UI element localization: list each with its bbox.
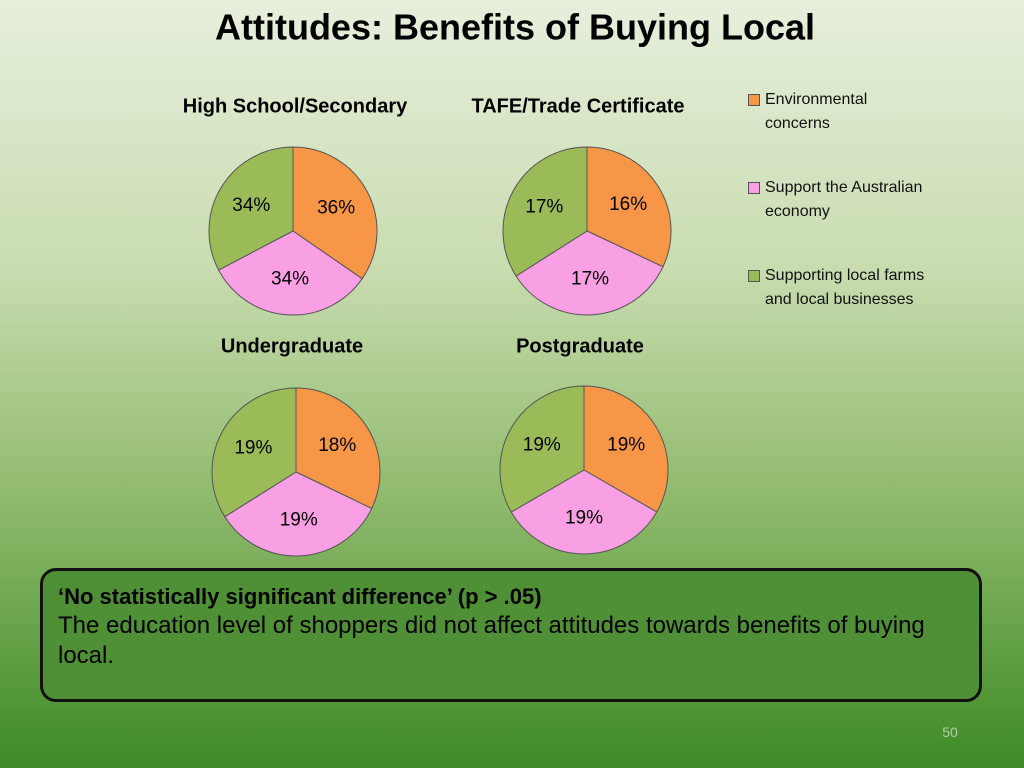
data-label: 16% <box>609 194 647 215</box>
legend-label: Environmental concerns <box>765 91 868 132</box>
legend: Environmental concerns Support the Austra… <box>748 88 928 352</box>
pie-slice <box>292 146 378 280</box>
slide-title: Attitudes: Benefits of Buying Local <box>215 7 815 48</box>
data-label: 17% <box>571 269 609 290</box>
data-label: 19% <box>280 510 318 531</box>
pie-title: High School/Secondary <box>183 95 408 117</box>
data-label: 36% <box>317 197 355 218</box>
data-label: 19% <box>523 435 561 456</box>
pie-slice <box>583 385 669 513</box>
pie-slice <box>295 387 381 510</box>
data-label: 18% <box>318 435 356 456</box>
legend-label: Support the Australian economy <box>765 179 923 220</box>
note-body: The education level of shoppers did not … <box>58 612 925 669</box>
legend-swatch <box>748 94 760 106</box>
data-label: 34% <box>232 195 270 216</box>
data-label: 34% <box>271 269 309 290</box>
data-label: 19% <box>607 435 645 456</box>
legend-swatch <box>748 182 760 194</box>
legend-swatch <box>748 270 760 282</box>
pie-slice <box>499 385 585 513</box>
legend-item: Supporting local farms and local busines… <box>748 264 930 352</box>
legend-label: Supporting local farms and local busines… <box>765 267 925 308</box>
pie-slice <box>208 146 294 271</box>
legend-item: Environmental concerns <box>748 88 930 176</box>
pie-title: TAFE/Trade Certificate <box>471 95 684 117</box>
pie-slice <box>211 387 297 518</box>
page-number: 50 <box>942 724 958 740</box>
pie-slice <box>586 146 672 268</box>
data-label: 19% <box>565 508 603 529</box>
pie-slice <box>224 471 373 557</box>
data-label: 17% <box>525 197 563 218</box>
note-heading: ‘No statistically significant difference… <box>58 584 542 609</box>
pie-slice <box>515 230 664 316</box>
pie-slice <box>510 469 658 555</box>
pie-slice <box>217 230 363 316</box>
data-label: 19% <box>234 437 272 458</box>
pie-title: Undergraduate <box>221 335 363 357</box>
note-box: ‘No statistically significant difference… <box>40 568 982 702</box>
pie-title: Postgraduate <box>516 335 644 357</box>
pie-slice <box>502 146 588 277</box>
legend-item: Support the Australian economy <box>748 176 930 264</box>
